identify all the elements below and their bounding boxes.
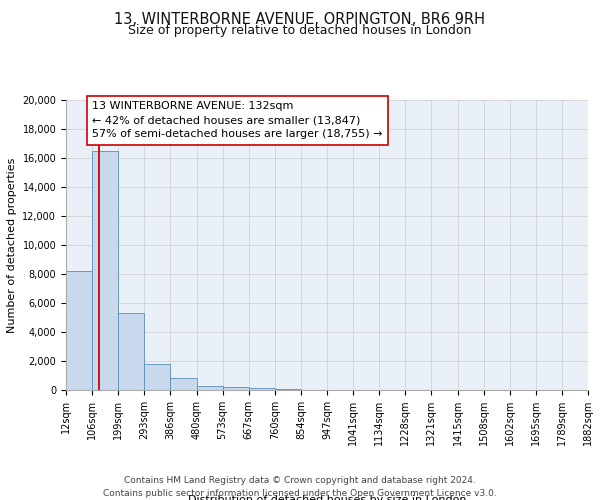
Text: Size of property relative to detached houses in London: Size of property relative to detached ho… [128, 24, 472, 37]
Text: 13 WINTERBORNE AVENUE: 132sqm
← 42% of detached houses are smaller (13,847)
57% : 13 WINTERBORNE AVENUE: 132sqm ← 42% of d… [92, 102, 383, 140]
X-axis label: Distribution of detached houses by size in London: Distribution of detached houses by size … [188, 495, 466, 500]
Bar [275, 388, 301, 390]
Bar [249, 388, 275, 390]
Bar [118, 313, 145, 390]
Bar [92, 151, 118, 390]
Y-axis label: Number of detached properties: Number of detached properties [7, 158, 17, 332]
Bar [145, 364, 170, 390]
Text: 13, WINTERBORNE AVENUE, ORPINGTON, BR6 9RH: 13, WINTERBORNE AVENUE, ORPINGTON, BR6 9… [115, 12, 485, 28]
Bar [170, 378, 197, 390]
Text: Contains HM Land Registry data © Crown copyright and database right 2024.
Contai: Contains HM Land Registry data © Crown c… [103, 476, 497, 498]
Bar [197, 386, 223, 390]
Bar [223, 387, 249, 390]
Bar [66, 271, 92, 390]
